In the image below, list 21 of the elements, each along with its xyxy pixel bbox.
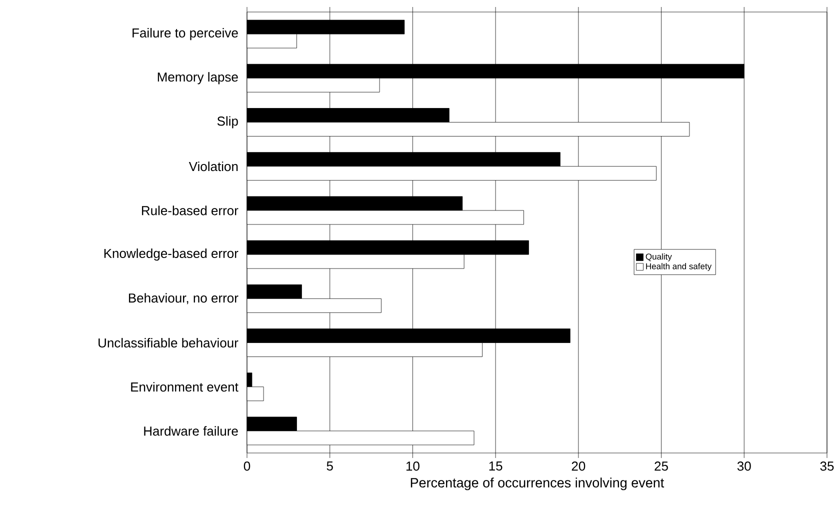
x-tick-label: 20 [572,462,586,471]
y-tick-label: Behaviour, no error [128,293,238,304]
legend-label: Health and safety [646,263,712,271]
y-tick-label: Knowledge-based error [104,248,238,261]
x-tick-label: 5 [326,462,333,471]
y-tick-label: Slip [217,116,238,128]
x-tick-label: 10 [406,462,420,471]
x-tick-label: 15 [489,462,502,471]
x-tick-label: 30 [737,462,751,471]
y-tick-label: Memory lapse [158,72,238,84]
x-axis-title: Percentage of occurrences involving event [410,478,664,490]
y-tick-label: Hardware failure [144,426,238,436]
y-tick-label: Rule-based error [142,206,238,216]
y-tick-label: Environment event [131,382,238,392]
y-tick-label: Unclassifiable behaviour [98,338,238,348]
legend-label: Quality [646,253,672,262]
x-tick-label: 25 [654,462,668,471]
y-tick-label: Violation [188,162,238,172]
x-tick-label: 0 [244,462,250,471]
y-tick-label: Failure to perceive [132,28,238,40]
x-tick-label: 35 [820,462,834,471]
